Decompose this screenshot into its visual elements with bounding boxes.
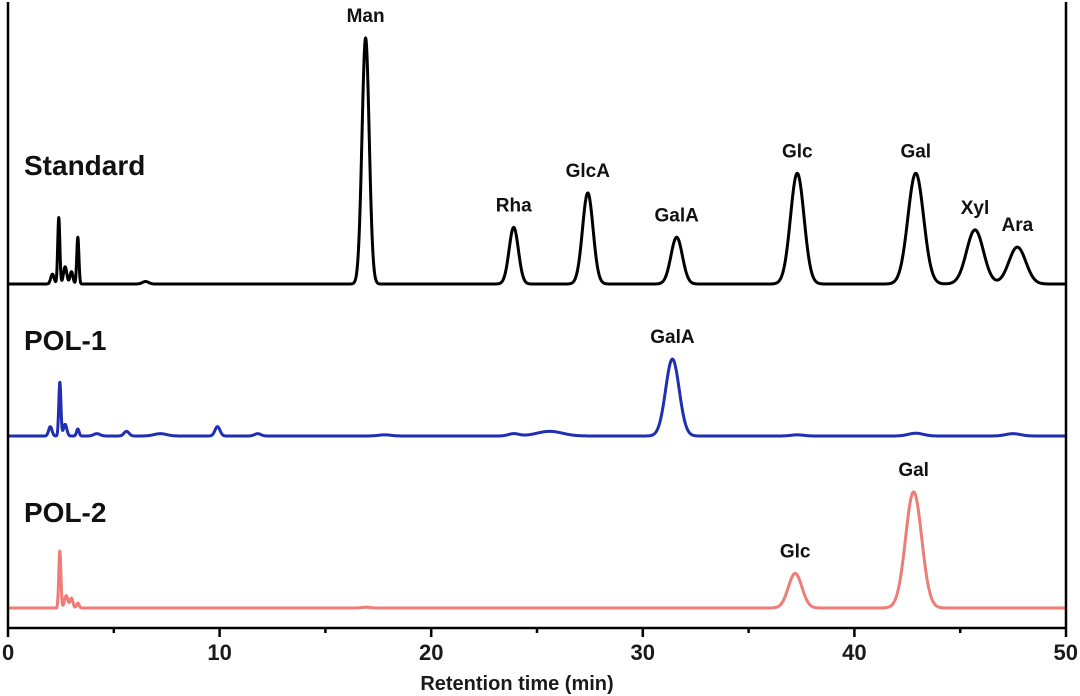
- x-tick-label: 20: [419, 640, 443, 665]
- peak-label: GalA: [654, 205, 699, 226]
- series-label: Standard: [24, 150, 145, 181]
- series-label: POL-1: [24, 325, 106, 356]
- peak-label: Ara: [1001, 215, 1033, 236]
- trace-standard: [7, 36, 1068, 286]
- traces-layer: [7, 36, 1068, 610]
- peak-label: Gal: [900, 141, 931, 162]
- series-label: POL-2: [24, 497, 106, 528]
- peak-label: Rha: [496, 195, 532, 216]
- peak-label: Xyl: [961, 198, 990, 219]
- x-tick-label: 0: [2, 640, 14, 665]
- peak-label: Glc: [782, 141, 813, 162]
- x-tick-label: 30: [631, 640, 655, 665]
- peak-label: Man: [347, 6, 385, 27]
- x-tick-label: 40: [842, 640, 866, 665]
- x-tick-label: 10: [207, 640, 231, 665]
- peak-label: Gal: [898, 460, 929, 481]
- annotations-layer: Standard Man Rha GlcA GalA Glc Gal Xyl Ara POL-1 G…: [24, 6, 1034, 562]
- trace-pol-1: [7, 357, 1068, 438]
- x-tick-label: 50: [1054, 640, 1078, 665]
- peak-label: Glc: [780, 541, 811, 562]
- peak-label: GlcA: [566, 161, 611, 182]
- peak-label: GalA: [650, 327, 695, 348]
- x-axis-title: Retention time (min): [420, 673, 613, 695]
- trace-pol-2: [7, 490, 1068, 610]
